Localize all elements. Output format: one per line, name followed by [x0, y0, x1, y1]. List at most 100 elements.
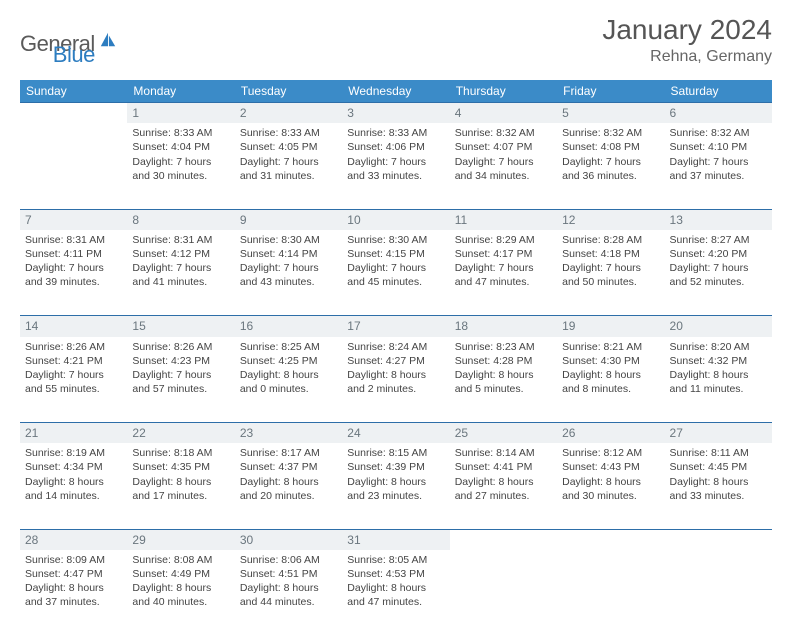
sunset-line: Sunset: 4:43 PM	[562, 460, 659, 474]
day-cell: Sunrise: 8:19 AMSunset: 4:34 PMDaylight:…	[20, 443, 127, 529]
daylight-line: Daylight: 7 hours and 47 minutes.	[455, 261, 552, 289]
sunset-line: Sunset: 4:17 PM	[455, 247, 552, 261]
sunset-line: Sunset: 4:08 PM	[562, 140, 659, 154]
weekday-header: Monday	[127, 80, 234, 103]
day-number: 26	[562, 426, 575, 440]
sunset-line: Sunset: 4:27 PM	[347, 354, 444, 368]
day-number-cell: 4	[450, 103, 557, 124]
day-cell: Sunrise: 8:25 AMSunset: 4:25 PMDaylight:…	[235, 337, 342, 423]
day-number-cell: 1	[127, 103, 234, 124]
daylight-line: Daylight: 7 hours and 52 minutes.	[670, 261, 767, 289]
day-content-row: Sunrise: 8:31 AMSunset: 4:11 PMDaylight:…	[20, 230, 772, 316]
sunrise-line: Sunrise: 8:18 AM	[132, 446, 229, 460]
day-number-cell: 11	[450, 209, 557, 230]
sunset-line: Sunset: 4:23 PM	[132, 354, 229, 368]
sunrise-line: Sunrise: 8:27 AM	[670, 233, 767, 247]
sunset-line: Sunset: 4:51 PM	[240, 567, 337, 581]
day-cell: Sunrise: 8:30 AMSunset: 4:14 PMDaylight:…	[235, 230, 342, 316]
day-number: 3	[347, 106, 354, 120]
weekday-header: Saturday	[665, 80, 772, 103]
daylight-line: Daylight: 7 hours and 41 minutes.	[132, 261, 229, 289]
daylight-line: Daylight: 7 hours and 36 minutes.	[562, 155, 659, 183]
sunset-line: Sunset: 4:28 PM	[455, 354, 552, 368]
day-number: 9	[240, 213, 247, 227]
day-number: 25	[455, 426, 468, 440]
day-cell: Sunrise: 8:21 AMSunset: 4:30 PMDaylight:…	[557, 337, 664, 423]
sunrise-line: Sunrise: 8:11 AM	[670, 446, 767, 460]
sunset-line: Sunset: 4:11 PM	[25, 247, 122, 261]
day-number-cell: 20	[665, 316, 772, 337]
day-number: 10	[347, 213, 360, 227]
sunrise-line: Sunrise: 8:32 AM	[562, 126, 659, 140]
weekday-header: Sunday	[20, 80, 127, 103]
daylight-line: Daylight: 8 hours and 37 minutes.	[25, 581, 122, 609]
sunset-line: Sunset: 4:35 PM	[132, 460, 229, 474]
day-cell: Sunrise: 8:18 AMSunset: 4:35 PMDaylight:…	[127, 443, 234, 529]
sunrise-line: Sunrise: 8:19 AM	[25, 446, 122, 460]
day-number-cell: 12	[557, 209, 664, 230]
title-block: January 2024 Rehna, Germany	[602, 14, 772, 66]
location: Rehna, Germany	[602, 48, 772, 66]
daylight-line: Daylight: 7 hours and 37 minutes.	[670, 155, 767, 183]
sunset-line: Sunset: 4:10 PM	[670, 140, 767, 154]
day-cell: Sunrise: 8:24 AMSunset: 4:27 PMDaylight:…	[342, 337, 449, 423]
sunrise-line: Sunrise: 8:33 AM	[240, 126, 337, 140]
daynum-row: 78910111213	[20, 209, 772, 230]
day-cell: Sunrise: 8:20 AMSunset: 4:32 PMDaylight:…	[665, 337, 772, 423]
day-number: 16	[240, 319, 253, 333]
day-number: 8	[132, 213, 139, 227]
daylight-line: Daylight: 8 hours and 20 minutes.	[240, 475, 337, 503]
sunrise-line: Sunrise: 8:23 AM	[455, 340, 552, 354]
sunrise-line: Sunrise: 8:28 AM	[562, 233, 659, 247]
day-cell: Sunrise: 8:31 AMSunset: 4:12 PMDaylight:…	[127, 230, 234, 316]
day-cell: Sunrise: 8:26 AMSunset: 4:21 PMDaylight:…	[20, 337, 127, 423]
day-cell: Sunrise: 8:27 AMSunset: 4:20 PMDaylight:…	[665, 230, 772, 316]
daylight-line: Daylight: 8 hours and 30 minutes.	[562, 475, 659, 503]
day-cell: Sunrise: 8:28 AMSunset: 4:18 PMDaylight:…	[557, 230, 664, 316]
daylight-line: Daylight: 7 hours and 50 minutes.	[562, 261, 659, 289]
day-number-cell	[450, 529, 557, 550]
day-content-row: Sunrise: 8:19 AMSunset: 4:34 PMDaylight:…	[20, 443, 772, 529]
day-number: 18	[455, 319, 468, 333]
sunrise-line: Sunrise: 8:15 AM	[347, 446, 444, 460]
sunrise-line: Sunrise: 8:09 AM	[25, 553, 122, 567]
sunset-line: Sunset: 4:53 PM	[347, 567, 444, 581]
day-number-cell: 30	[235, 529, 342, 550]
sunset-line: Sunset: 4:07 PM	[455, 140, 552, 154]
day-number: 24	[347, 426, 360, 440]
sunset-line: Sunset: 4:47 PM	[25, 567, 122, 581]
sunset-line: Sunset: 4:30 PM	[562, 354, 659, 368]
daylight-line: Daylight: 7 hours and 31 minutes.	[240, 155, 337, 183]
day-number-cell: 16	[235, 316, 342, 337]
daynum-row: 28293031	[20, 529, 772, 550]
sunrise-line: Sunrise: 8:32 AM	[670, 126, 767, 140]
sunset-line: Sunset: 4:45 PM	[670, 460, 767, 474]
daylight-line: Daylight: 8 hours and 27 minutes.	[455, 475, 552, 503]
day-number-cell	[20, 103, 127, 124]
day-number: 20	[670, 319, 683, 333]
day-number-cell: 28	[20, 529, 127, 550]
sunrise-line: Sunrise: 8:32 AM	[455, 126, 552, 140]
day-content-row: Sunrise: 8:09 AMSunset: 4:47 PMDaylight:…	[20, 550, 772, 636]
day-number-cell	[665, 529, 772, 550]
daynum-row: 14151617181920	[20, 316, 772, 337]
sunrise-line: Sunrise: 8:05 AM	[347, 553, 444, 567]
day-number-cell: 27	[665, 423, 772, 444]
daylight-line: Daylight: 7 hours and 57 minutes.	[132, 368, 229, 396]
sunrise-line: Sunrise: 8:24 AM	[347, 340, 444, 354]
day-number-cell: 21	[20, 423, 127, 444]
day-number-cell: 18	[450, 316, 557, 337]
day-number-cell: 19	[557, 316, 664, 337]
weekday-header: Thursday	[450, 80, 557, 103]
day-number: 15	[132, 319, 145, 333]
daylight-line: Daylight: 8 hours and 33 minutes.	[670, 475, 767, 503]
sunrise-line: Sunrise: 8:26 AM	[25, 340, 122, 354]
day-cell: Sunrise: 8:31 AMSunset: 4:11 PMDaylight:…	[20, 230, 127, 316]
day-number: 23	[240, 426, 253, 440]
day-number: 14	[25, 319, 38, 333]
day-cell: Sunrise: 8:33 AMSunset: 4:05 PMDaylight:…	[235, 123, 342, 209]
sunrise-line: Sunrise: 8:33 AM	[132, 126, 229, 140]
day-number-cell: 13	[665, 209, 772, 230]
day-cell: Sunrise: 8:17 AMSunset: 4:37 PMDaylight:…	[235, 443, 342, 529]
sunset-line: Sunset: 4:32 PM	[670, 354, 767, 368]
